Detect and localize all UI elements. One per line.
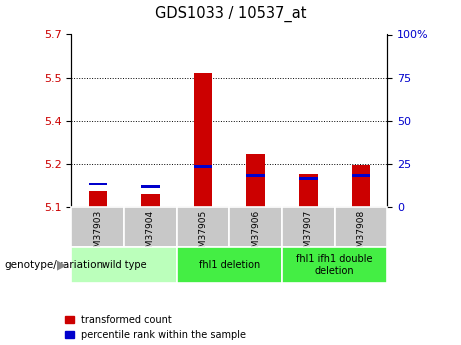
- Text: GSM37905: GSM37905: [199, 210, 207, 259]
- Bar: [282, 207, 335, 247]
- Bar: [124, 207, 177, 247]
- Bar: [177, 207, 229, 247]
- Text: GSM37907: GSM37907: [304, 210, 313, 259]
- Text: wild type: wild type: [102, 260, 147, 270]
- Bar: [247, 174, 265, 177]
- Bar: [71, 207, 124, 247]
- Bar: [194, 73, 212, 207]
- Bar: [335, 207, 387, 247]
- Bar: [299, 177, 318, 180]
- Text: genotype/variation: genotype/variation: [5, 260, 104, 270]
- Text: GSM37908: GSM37908: [356, 210, 366, 259]
- Text: GSM37904: GSM37904: [146, 210, 155, 259]
- Bar: [299, 174, 318, 207]
- Bar: [141, 194, 160, 207]
- Bar: [141, 185, 160, 188]
- Legend: transformed count, percentile rank within the sample: transformed count, percentile rank withi…: [65, 315, 246, 340]
- Bar: [247, 154, 265, 207]
- Bar: [282, 247, 387, 283]
- Bar: [229, 207, 282, 247]
- Bar: [89, 191, 107, 207]
- Bar: [177, 247, 282, 283]
- Bar: [194, 165, 212, 168]
- Text: GSM37906: GSM37906: [251, 210, 260, 259]
- Bar: [71, 247, 177, 283]
- Bar: [352, 165, 370, 207]
- Text: GSM37903: GSM37903: [93, 210, 102, 259]
- Text: ▶: ▶: [58, 258, 67, 271]
- Bar: [89, 183, 107, 185]
- Text: fhl1 ifh1 double
deletion: fhl1 ifh1 double deletion: [296, 254, 373, 276]
- Text: GDS1033 / 10537_at: GDS1033 / 10537_at: [155, 6, 306, 22]
- Text: fhl1 deletion: fhl1 deletion: [199, 260, 260, 270]
- Bar: [352, 174, 370, 177]
